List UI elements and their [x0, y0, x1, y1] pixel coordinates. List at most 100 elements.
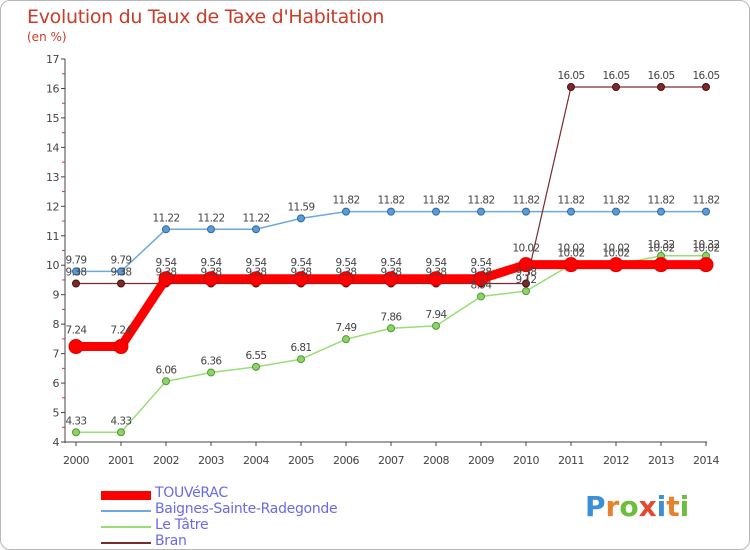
logo-letter: o	[619, 490, 639, 523]
logo-letter: t	[666, 490, 680, 523]
data-label: 11.82	[422, 195, 449, 207]
x-tick-label: 2010	[513, 454, 539, 467]
data-label: 4.33	[66, 415, 87, 427]
data-point	[68, 339, 84, 355]
data-label: 9.54	[381, 257, 403, 269]
data-label: 16.05	[647, 70, 674, 82]
data-label: 6.81	[291, 342, 312, 354]
data-point	[567, 82, 575, 91]
data-point	[297, 214, 305, 223]
data-label: 10.32	[692, 239, 719, 251]
legend-swatch	[101, 510, 151, 512]
legend-label: Bran	[155, 533, 187, 549]
data-point	[657, 207, 665, 216]
logo-letter: r	[605, 490, 620, 523]
data-label: 16.05	[557, 70, 584, 82]
data-label: 9.54	[291, 257, 313, 269]
data-point	[653, 257, 669, 273]
x-tick-label: 2012	[603, 454, 629, 467]
legend-label: Le Tâtre	[155, 517, 209, 533]
y-tick-label: 6	[53, 377, 60, 390]
legend-item: Le Tâtre	[101, 517, 421, 534]
x-tick-label: 2013	[648, 454, 674, 467]
data-point	[207, 225, 215, 234]
data-label: 16.05	[602, 70, 629, 82]
data-label: 4.33	[111, 415, 132, 427]
legend-item: Baignes-Sainte-Radegonde	[101, 501, 421, 518]
x-tick-label: 2009	[468, 454, 494, 467]
data-point	[702, 207, 710, 216]
legend-label: TOUVéRAC	[155, 485, 228, 501]
y-tick-label: 8	[53, 318, 60, 331]
legend-item: TOUVéRAC	[101, 485, 421, 502]
data-label: 11.22	[197, 212, 224, 224]
logo-letter: i	[656, 490, 667, 523]
y-tick-label: 15	[46, 112, 59, 125]
data-point	[203, 271, 219, 287]
data-point	[162, 225, 170, 234]
data-label: 9.54	[156, 257, 178, 269]
data-label: 9.54	[246, 257, 268, 269]
data-point	[612, 82, 620, 91]
data-point	[158, 271, 174, 287]
data-label: 9.54	[471, 257, 493, 269]
data-label: 7.24	[66, 325, 88, 337]
y-tick-label: 13	[46, 171, 59, 184]
data-label: 7.49	[336, 322, 357, 334]
data-label: 8.94	[471, 279, 493, 291]
data-label: 9.38	[111, 266, 132, 278]
data-point	[518, 257, 534, 273]
data-label: 11.82	[332, 195, 359, 207]
data-point	[72, 279, 80, 288]
data-point	[657, 82, 665, 91]
y-tick-label: 7	[53, 348, 60, 361]
data-label: 10.02	[647, 243, 674, 255]
x-tick-label: 2003	[198, 454, 224, 467]
data-point	[432, 321, 440, 330]
data-label: 9.38	[291, 266, 312, 278]
data-point	[612, 207, 620, 216]
legend-swatch	[101, 490, 151, 500]
x-tick-label: 2014	[693, 454, 719, 467]
data-point	[117, 267, 125, 276]
data-label: 11.22	[242, 212, 269, 224]
data-label: 11.82	[647, 195, 674, 207]
logo-letter: i	[679, 490, 690, 523]
data-point	[432, 207, 440, 216]
x-tick-label: 2006	[333, 454, 359, 467]
chart-title: Evolution du Taux de Taxe d'Habitation	[27, 6, 385, 28]
data-label: 9.38	[381, 266, 402, 278]
y-tick-label: 9	[53, 289, 60, 302]
legend-label: Baignes-Sainte-Radegonde	[155, 501, 338, 517]
data-point	[248, 271, 264, 287]
data-label: 9.54	[336, 257, 358, 269]
logo-letter: P	[585, 490, 606, 523]
data-label: 10.02	[512, 243, 539, 255]
data-point	[387, 207, 395, 216]
data-label: 9.54	[201, 257, 223, 269]
data-label: 10.02	[602, 243, 629, 255]
y-tick-label: 17	[46, 53, 59, 66]
data-label: 6.06	[156, 364, 178, 376]
data-point	[428, 271, 444, 287]
data-label: 9.38	[426, 266, 447, 278]
data-label: 11.82	[512, 195, 539, 207]
x-tick-label: 2001	[108, 454, 134, 467]
data-point	[117, 279, 125, 288]
x-tick-label: 2007	[378, 454, 404, 467]
data-label: 9.38	[336, 266, 357, 278]
data-point	[477, 292, 485, 301]
data-label: 6.55	[246, 350, 267, 362]
logo-letter: x	[638, 490, 657, 523]
data-point	[563, 257, 579, 273]
data-point	[162, 377, 170, 386]
data-point	[338, 271, 354, 287]
data-label: 11.82	[377, 195, 404, 207]
data-label: 9.79	[111, 254, 132, 266]
data-label: 11.59	[287, 201, 314, 213]
unit-label: (en %)	[27, 30, 67, 44]
data-point	[293, 271, 309, 287]
data-label: 9.38	[201, 266, 222, 278]
